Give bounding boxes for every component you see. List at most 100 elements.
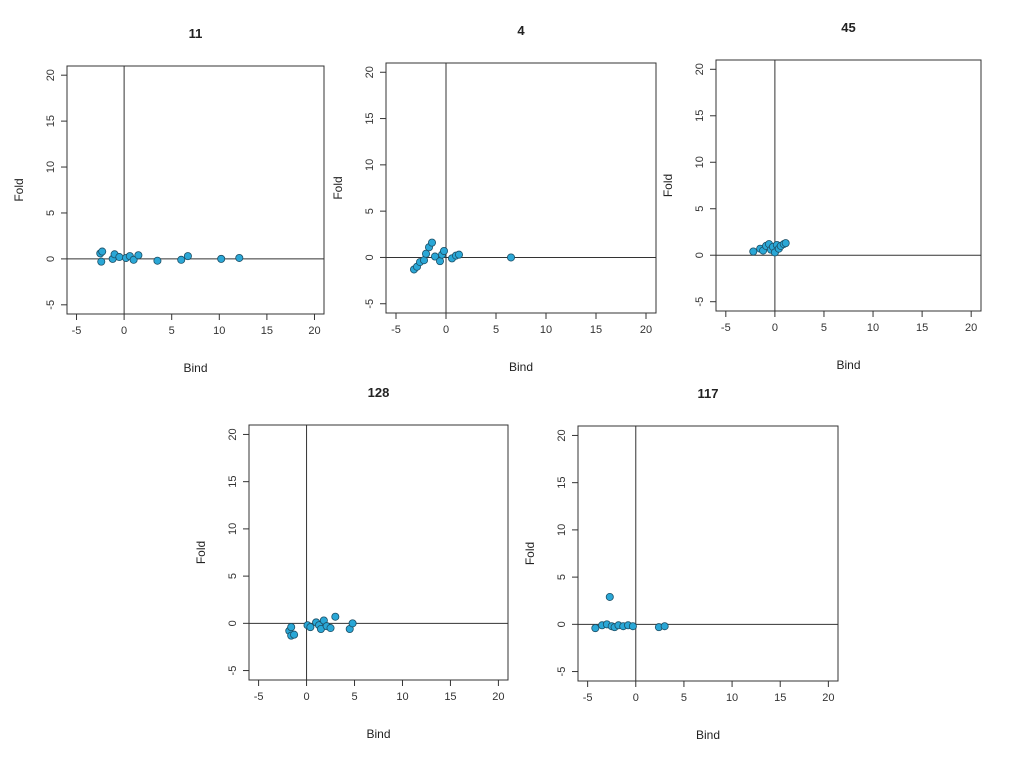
y-tick-label: 0 bbox=[364, 254, 376, 260]
y-tick-label: 10 bbox=[556, 524, 568, 536]
plot-frame bbox=[248, 424, 509, 681]
x-tick-label: 10 bbox=[396, 691, 408, 703]
y-tick-label: -5 bbox=[556, 667, 568, 677]
x-tick-label: -5 bbox=[72, 325, 82, 337]
y-tick-label: 15 bbox=[556, 477, 568, 489]
data-point bbox=[439, 246, 448, 255]
y-tick-label: 0 bbox=[694, 252, 706, 258]
x-tick-label: 5 bbox=[169, 325, 175, 337]
data-point bbox=[98, 247, 107, 256]
y-axis-label: Fold bbox=[194, 541, 208, 564]
panel-45: 45 -5 0 5 10 15 20 -5 0 5 10 15 20 Bind Fold bbox=[661, 20, 982, 372]
data-point bbox=[591, 624, 600, 633]
x-tick-label: 10 bbox=[726, 692, 738, 704]
y-axis-label: Fold bbox=[661, 174, 675, 197]
x-tick-label: 0 bbox=[303, 691, 309, 703]
y-tick-label: 5 bbox=[556, 574, 568, 580]
data-point bbox=[153, 256, 162, 265]
y-tick-label: 20 bbox=[45, 69, 57, 81]
x-tick-label: 0 bbox=[121, 325, 127, 337]
x-tick-label: 20 bbox=[640, 324, 652, 336]
y-tick-label: 20 bbox=[364, 66, 376, 78]
x-tick-label: 15 bbox=[916, 322, 928, 334]
x-tick-label: 10 bbox=[540, 324, 552, 336]
y-tick-label: 10 bbox=[45, 161, 57, 173]
x-tick-label: 15 bbox=[590, 324, 602, 336]
data-point bbox=[331, 612, 340, 621]
x-axis-label: Bind bbox=[366, 727, 390, 741]
data-point bbox=[183, 252, 192, 261]
chart-title: 45 bbox=[841, 20, 855, 35]
panel-11: 11 -5 0 5 10 15 20 -5 0 5 10 15 20 Bind Fold bbox=[12, 26, 325, 375]
plot-frame bbox=[66, 65, 325, 315]
panel-117: 117 -5 0 5 10 15 20 -5 0 5 10 15 20 Bind Fold bbox=[523, 386, 839, 742]
chart-title: 117 bbox=[698, 386, 719, 401]
chart-title: 128 bbox=[368, 385, 390, 400]
data-point bbox=[506, 253, 515, 262]
y-tick-label: -5 bbox=[227, 666, 239, 676]
x-tick-label: 5 bbox=[681, 692, 687, 704]
y-tick-label: -5 bbox=[364, 299, 376, 309]
y-tick-label: 15 bbox=[227, 476, 239, 488]
x-tick-label: 20 bbox=[965, 322, 977, 334]
y-tick-label: 5 bbox=[364, 208, 376, 214]
x-tick-label: 20 bbox=[492, 691, 504, 703]
x-tick-label: 20 bbox=[308, 325, 320, 337]
data-point bbox=[306, 623, 315, 632]
x-tick-label: 5 bbox=[493, 324, 499, 336]
x-axis-label: Bind bbox=[836, 358, 860, 372]
x-tick-label: -5 bbox=[583, 692, 593, 704]
data-point bbox=[115, 253, 124, 262]
x-axis-label: Bind bbox=[696, 728, 720, 742]
x-tick-label: 10 bbox=[213, 325, 225, 337]
data-point bbox=[749, 247, 758, 256]
x-tick-label: 0 bbox=[772, 322, 778, 334]
x-tick-label: 5 bbox=[821, 322, 827, 334]
data-point bbox=[427, 238, 436, 247]
plot-frame bbox=[385, 62, 657, 314]
y-tick-label: 0 bbox=[45, 256, 57, 262]
x-tick-label: 0 bbox=[633, 692, 639, 704]
x-axis-label: Bind bbox=[183, 361, 207, 375]
y-axis-label: Fold bbox=[523, 542, 537, 565]
x-tick-label: 20 bbox=[822, 692, 834, 704]
x-tick-label: 15 bbox=[444, 691, 456, 703]
plot-frame bbox=[715, 59, 982, 312]
data-point bbox=[290, 630, 299, 639]
y-tick-label: 0 bbox=[556, 621, 568, 627]
y-axis-label: Fold bbox=[331, 176, 345, 199]
y-tick-label: 10 bbox=[364, 159, 376, 171]
y-tick-label: 5 bbox=[694, 206, 706, 212]
y-tick-label: -5 bbox=[45, 300, 57, 310]
data-point bbox=[326, 624, 335, 633]
x-axis-label: Bind bbox=[509, 360, 533, 374]
x-tick-label: -5 bbox=[721, 322, 731, 334]
data-point bbox=[287, 623, 296, 632]
y-tick-label: 15 bbox=[694, 110, 706, 122]
x-tick-label: 15 bbox=[774, 692, 786, 704]
x-tick-label: 0 bbox=[443, 324, 449, 336]
x-tick-label: -5 bbox=[254, 691, 264, 703]
data-point bbox=[217, 254, 226, 263]
y-tick-label: 15 bbox=[364, 112, 376, 124]
y-tick-label: 20 bbox=[227, 428, 239, 440]
data-point bbox=[605, 592, 614, 601]
data-point bbox=[660, 622, 669, 631]
chart-title: 11 bbox=[189, 26, 203, 41]
panel-128: 128 -5 0 5 10 15 20 -5 0 5 10 15 20 Bind Fold bbox=[194, 385, 509, 741]
y-tick-label: 10 bbox=[694, 156, 706, 168]
y-tick-label: 0 bbox=[227, 620, 239, 626]
data-point bbox=[781, 239, 790, 248]
plot-frame bbox=[577, 425, 839, 682]
x-tick-label: 10 bbox=[867, 322, 879, 334]
y-tick-label: -5 bbox=[694, 297, 706, 307]
y-tick-label: 15 bbox=[45, 115, 57, 127]
data-point bbox=[129, 255, 138, 264]
data-point bbox=[348, 619, 357, 628]
data-point bbox=[177, 255, 186, 264]
y-axis-label: Fold bbox=[12, 178, 26, 201]
y-tick-label: 20 bbox=[694, 63, 706, 75]
panel-4: 4 -5 0 5 10 15 20 -5 0 5 10 15 20 Bind Fold bbox=[331, 23, 657, 374]
chart-title: 4 bbox=[517, 23, 525, 38]
